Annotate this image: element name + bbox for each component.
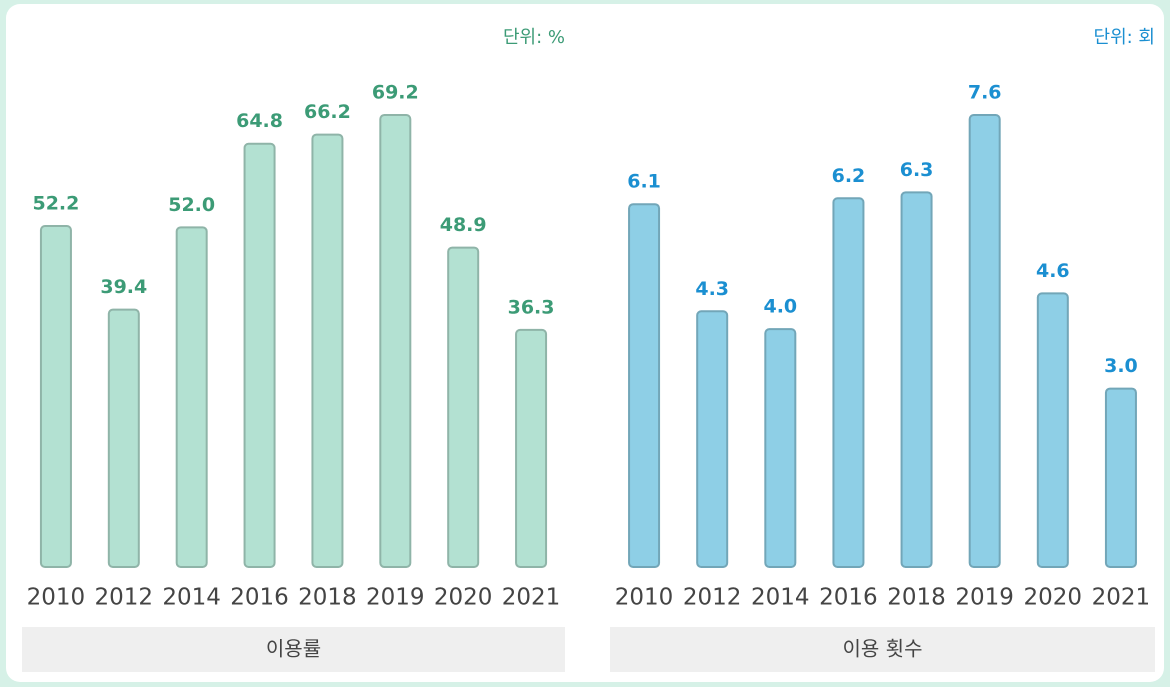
value-label: 69.2 xyxy=(372,82,419,104)
bar xyxy=(628,203,661,568)
panel xyxy=(6,4,1164,682)
x-tick-label: 2014 xyxy=(162,585,221,611)
bar xyxy=(175,226,208,568)
value-label: 52.0 xyxy=(168,194,215,216)
value-label: 36.3 xyxy=(508,296,555,318)
x-tick-label: 2016 xyxy=(230,585,289,611)
bar xyxy=(379,114,412,568)
x-tick-label: 2016 xyxy=(819,585,878,611)
unit-label: 단위: 회 xyxy=(1094,27,1155,48)
unit-label: 단위: % xyxy=(503,27,565,48)
value-label: 66.2 xyxy=(304,101,351,123)
bar xyxy=(696,310,729,568)
x-tick-label: 2018 xyxy=(298,585,357,611)
value-label: 4.6 xyxy=(1036,260,1070,282)
x-tick-label: 2021 xyxy=(502,585,561,611)
x-tick-label: 2020 xyxy=(434,585,493,611)
value-label: 6.3 xyxy=(900,159,934,181)
bar xyxy=(832,197,865,568)
x-tick-label: 2020 xyxy=(1024,585,1083,611)
value-label: 6.1 xyxy=(627,171,661,193)
x-tick-label: 2012 xyxy=(683,585,742,611)
x-axis-label: 이용 횟수 xyxy=(843,637,923,661)
bar xyxy=(447,246,480,569)
x-tick-label: 2010 xyxy=(615,585,674,611)
value-label: 48.9 xyxy=(440,214,487,236)
value-label: 52.2 xyxy=(32,193,79,215)
x-tick-label: 2014 xyxy=(751,585,810,611)
value-label: 4.3 xyxy=(695,278,729,300)
x-axis-label: 이용률 xyxy=(266,637,321,661)
x-tick-label: 2019 xyxy=(955,585,1014,611)
bar xyxy=(515,328,548,569)
x-tick-label: 2019 xyxy=(366,585,425,611)
bar xyxy=(764,328,797,568)
x-tick-label: 2021 xyxy=(1092,585,1151,611)
x-tick-label: 2018 xyxy=(887,585,946,611)
bar xyxy=(39,225,72,568)
value-label: 6.2 xyxy=(832,165,866,187)
value-label: 39.4 xyxy=(100,276,147,298)
value-label: 4.0 xyxy=(763,296,797,318)
value-label: 3.0 xyxy=(1104,355,1138,377)
value-label: 64.8 xyxy=(236,110,283,132)
bar xyxy=(1036,292,1069,568)
x-tick-label: 2012 xyxy=(95,585,154,611)
caption-box xyxy=(22,627,565,672)
value-label: 7.6 xyxy=(968,82,1002,104)
bar xyxy=(107,308,140,568)
bar xyxy=(900,191,933,568)
x-tick-label: 2010 xyxy=(27,585,86,611)
caption-box xyxy=(610,627,1155,672)
bar xyxy=(311,133,344,569)
bar xyxy=(243,142,276,568)
bar xyxy=(1104,387,1137,568)
bar xyxy=(968,114,1001,568)
